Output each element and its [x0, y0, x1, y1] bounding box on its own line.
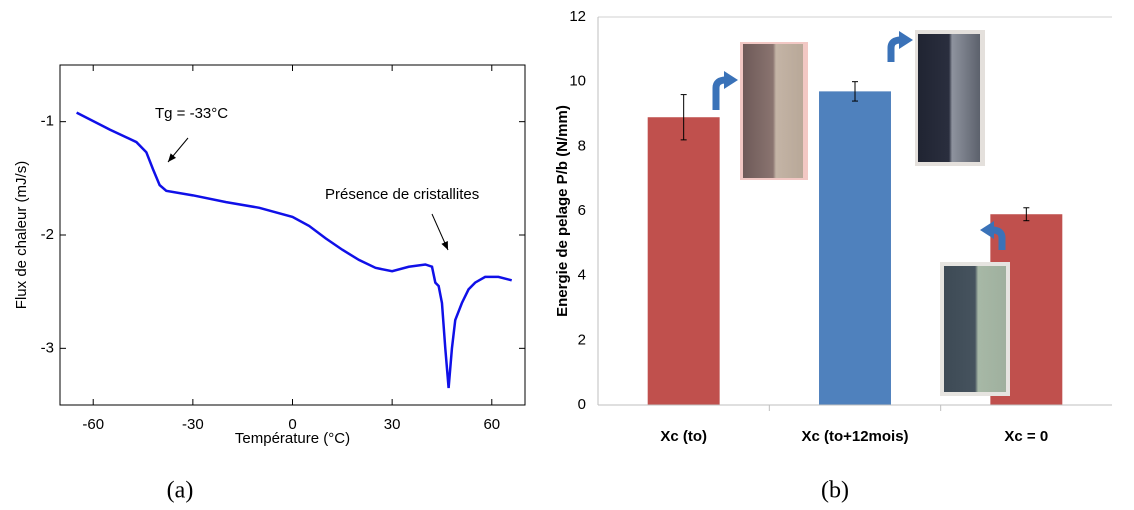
x-tick-label: Xc (to) — [660, 428, 707, 445]
x-tick-label: 30 — [384, 416, 401, 433]
y-tick-label: 8 — [578, 137, 586, 154]
y-tick-label: -3 — [41, 339, 54, 356]
x-tick-label: 0 — [288, 416, 296, 433]
y-tick-label: 12 — [569, 8, 586, 25]
annotation-arrow-head — [441, 241, 448, 250]
y-tick-label: 2 — [578, 331, 586, 348]
y-axis-label: Flux de chaleur (mJ/s) — [13, 161, 30, 309]
photo — [743, 44, 803, 178]
y-tick-label: -1 — [41, 113, 54, 130]
arrow-head — [980, 221, 994, 239]
annotation: Présence de cristallites — [325, 186, 479, 203]
x-tick-label: Xc = 0 — [1004, 428, 1048, 445]
caption: (a) — [167, 478, 194, 504]
y-tick-label: -2 — [41, 226, 54, 243]
bar — [819, 91, 891, 405]
arrow-head — [724, 71, 738, 89]
x-axis-label: Température (°C) — [235, 430, 350, 447]
y-axis-label: Energie de pelage P/b (N/mm) — [554, 105, 571, 317]
annotation-arrow-head — [168, 153, 176, 162]
y-tick-label: 0 — [578, 396, 586, 413]
bar — [647, 117, 720, 405]
photos — [740, 30, 1010, 396]
arrow-head — [899, 31, 913, 49]
x-tick-label: 60 — [483, 416, 500, 433]
x-tick-label: Xc (to+12mois) — [801, 428, 908, 445]
caption: (b) — [821, 478, 849, 504]
x-tick-label: -60 — [82, 416, 104, 433]
arrow-heads — [724, 31, 994, 239]
y-tick-label: 10 — [569, 73, 586, 90]
plot-frame — [59, 64, 526, 406]
annotation: Tg = -33°C — [155, 105, 228, 122]
data-line — [76, 111, 513, 389]
x-tick-label: -30 — [182, 416, 204, 433]
photo — [918, 34, 980, 162]
y-tick-label: 4 — [578, 267, 586, 284]
y-tick-label: 6 — [578, 202, 586, 219]
photo — [944, 266, 1006, 392]
